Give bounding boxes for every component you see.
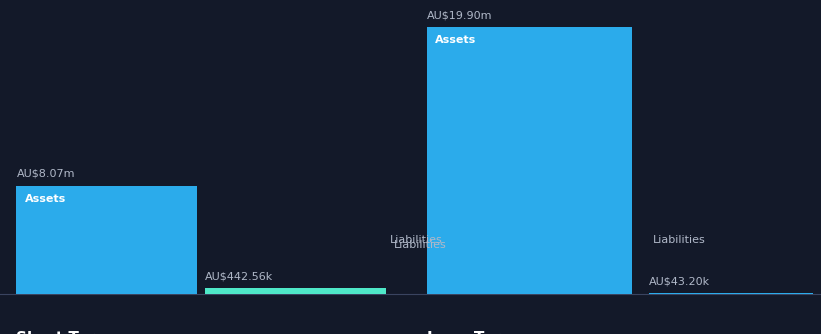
- Text: AU$19.90m: AU$19.90m: [427, 10, 493, 20]
- Text: Assets: Assets: [435, 35, 476, 45]
- Text: AU$442.56k: AU$442.56k: [205, 271, 273, 281]
- Text: Assets: Assets: [25, 194, 66, 204]
- Text: AU$43.20k: AU$43.20k: [649, 277, 709, 287]
- Text: AU$8.07m: AU$8.07m: [16, 169, 75, 179]
- Bar: [16, 186, 197, 294]
- Bar: [649, 293, 813, 294]
- Text: Short Term: Short Term: [16, 331, 111, 334]
- Text: Liabilities: Liabilities: [653, 235, 705, 245]
- Text: Liabilities: Liabilities: [394, 240, 447, 250]
- Text: Liabilities: Liabilities: [390, 235, 443, 245]
- Text: Long Term: Long Term: [427, 331, 516, 334]
- Bar: [427, 27, 632, 294]
- Bar: [205, 288, 386, 294]
